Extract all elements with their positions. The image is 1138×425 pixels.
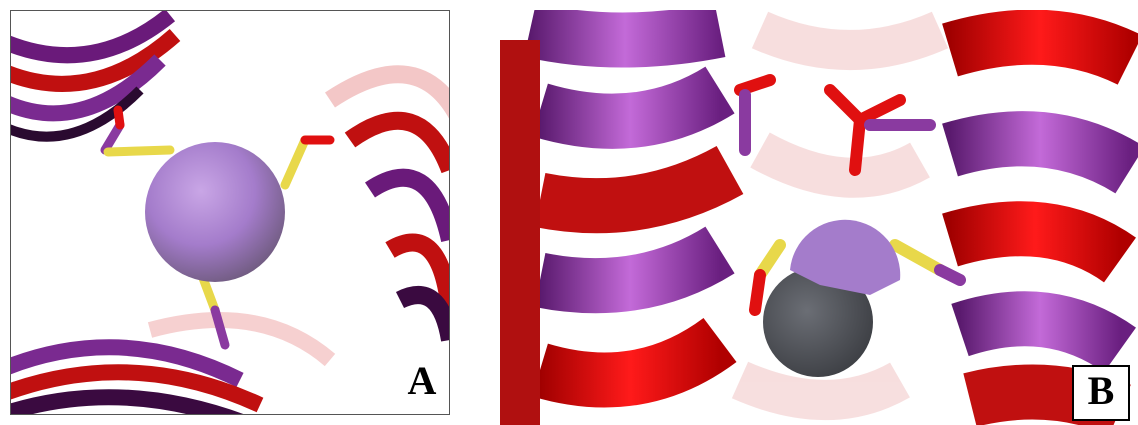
panel-a [0, 10, 460, 425]
panel-b [500, 10, 1138, 425]
panel-label: B [1088, 368, 1115, 413]
figure: A [0, 0, 1138, 425]
panel-label: A [408, 358, 437, 403]
